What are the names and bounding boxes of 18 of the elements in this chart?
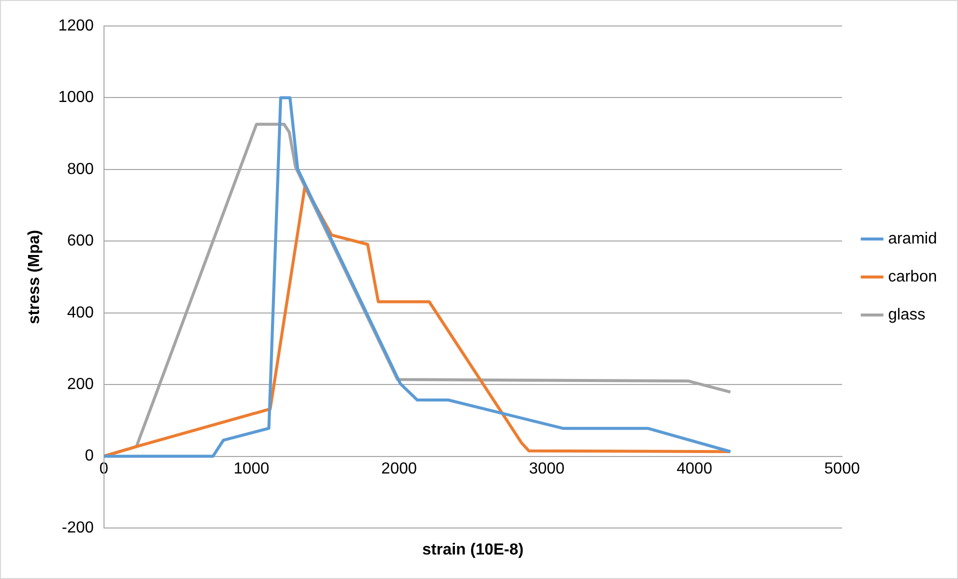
y-tick-label: 400 xyxy=(67,304,94,322)
x-tick-label: 3000 xyxy=(528,460,565,478)
y-axis-title: stress (Mpa) xyxy=(26,230,44,324)
legend-label: glass xyxy=(888,306,926,324)
x-tick-label: 4000 xyxy=(676,460,712,478)
y-tick-label: 1200 xyxy=(58,17,94,34)
x-axis-title: strain (10E-8) xyxy=(422,541,524,558)
x-tick-label: 5000 xyxy=(824,460,860,478)
y-tick-label: 1000 xyxy=(58,89,94,106)
legend-label: aramid xyxy=(888,230,937,248)
y-tick-label: -200 xyxy=(62,519,94,536)
y-tick-label: 200 xyxy=(67,376,94,393)
x-tick-label: 2000 xyxy=(381,460,418,478)
legend-label: carbon xyxy=(888,268,937,286)
y-tick-label: 800 xyxy=(67,160,94,178)
x-tick-label: 1000 xyxy=(234,460,270,478)
y-tick-label: 0 xyxy=(84,448,94,465)
y-tick-label: 600 xyxy=(67,232,94,250)
